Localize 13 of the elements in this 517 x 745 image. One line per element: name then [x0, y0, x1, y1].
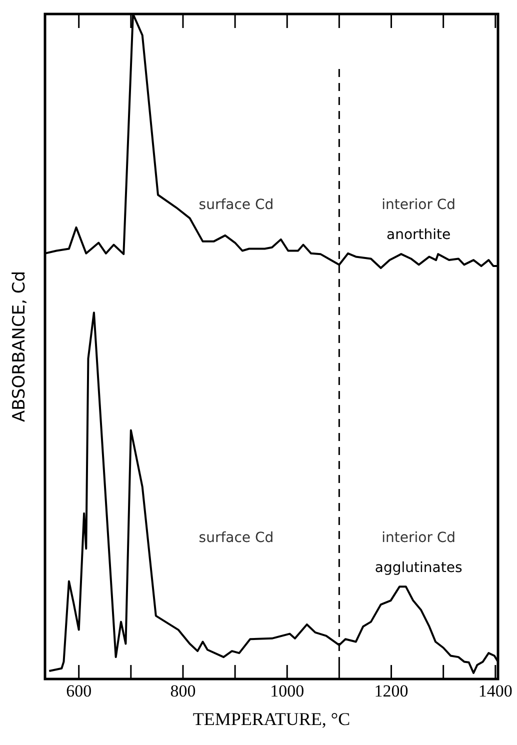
annotation: interior Cd	[382, 530, 456, 546]
annotation: surface Cd	[198, 530, 274, 546]
y-axis-title: ABSORBANCE, Cd	[9, 270, 30, 422]
x-tick-label: 800	[170, 682, 196, 701]
x-tick-label: 1000	[270, 682, 304, 701]
annotation: surface Cd	[198, 197, 274, 214]
x-tick-label: 1200	[374, 682, 408, 701]
x-tick-label: 1400	[478, 682, 512, 701]
series-label: anorthite	[386, 227, 451, 244]
series-label: agglutinates	[374, 560, 462, 576]
x-tick-label: 600	[66, 682, 92, 701]
x-axis-title: TEMPERATURE, °C	[192, 708, 350, 729]
annotation: interior Cd	[382, 197, 456, 214]
